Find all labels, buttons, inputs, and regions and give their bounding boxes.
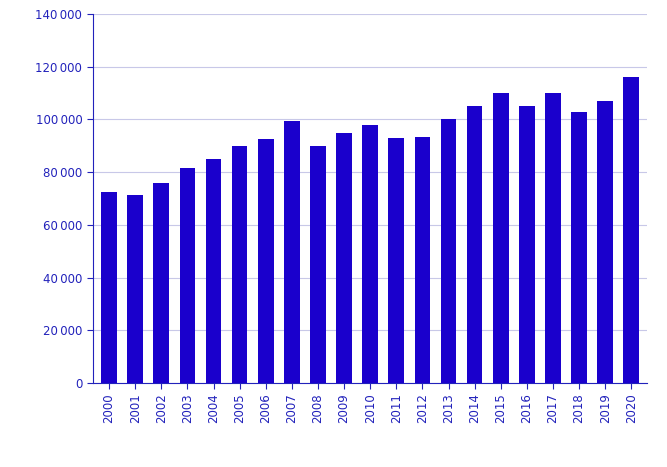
Bar (493, 93, 508, 383)
Bar (153, 183, 169, 383)
Bar (101, 192, 117, 383)
Bar (362, 125, 378, 383)
Bar (258, 139, 273, 383)
Bar (598, 101, 613, 383)
Bar (441, 120, 456, 383)
Bar (284, 121, 299, 383)
Bar (388, 138, 404, 383)
Bar (205, 159, 221, 383)
Bar (519, 106, 535, 383)
Bar (336, 133, 352, 383)
Bar (467, 106, 482, 383)
Bar (545, 93, 561, 383)
Bar (415, 136, 430, 383)
Bar (571, 112, 587, 383)
Bar (232, 146, 247, 383)
Bar (179, 168, 195, 383)
Bar (310, 146, 325, 383)
Bar (127, 195, 143, 383)
Bar (624, 77, 639, 383)
